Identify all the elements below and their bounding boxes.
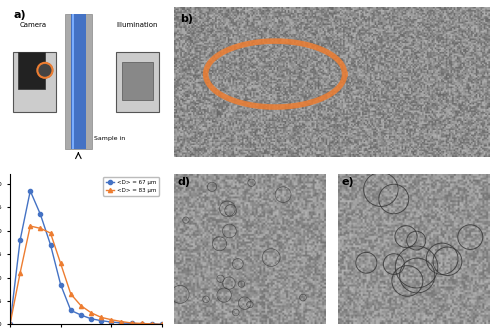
Text: d): d) [177,177,190,187]
<D> = 67 µm [98,319,104,323]
<D> = 67 µm [108,320,114,324]
<D> = 67 µm [48,243,54,247]
Text: Camera: Camera [19,22,46,27]
<D> = 67 µm [58,283,64,287]
<D> = 83 µm [88,311,94,315]
<D> = 83 µm [138,321,144,325]
Text: e): e) [341,177,354,187]
<D> = 67 µm [138,322,144,326]
FancyBboxPatch shape [116,52,159,112]
<D> = 83 µm [118,320,124,324]
<D> = 83 µm [159,322,165,326]
<D> = 83 µm [48,231,54,235]
<D> = 83 µm [128,321,134,325]
<D> = 83 µm [108,318,114,322]
<D> = 83 µm [7,322,13,326]
Legend: <D> = 67 µm, <D> = 83 µm: <D> = 67 µm, <D> = 83 µm [103,177,159,196]
<D> = 67 µm [149,322,155,326]
FancyBboxPatch shape [64,14,92,149]
<D> = 83 µm [28,224,34,228]
FancyBboxPatch shape [72,14,74,149]
Line: <D> = 67 µm: <D> = 67 µm [8,189,164,326]
<D> = 83 µm [38,226,44,230]
<D> = 67 µm [28,189,34,193]
<D> = 83 µm [68,292,74,296]
FancyBboxPatch shape [122,62,153,100]
<D> = 83 µm [78,304,84,307]
<D> = 67 µm [38,212,44,216]
Text: a): a) [13,10,26,20]
Line: <D> = 83 µm: <D> = 83 µm [8,224,164,326]
<D> = 83 µm [58,261,64,265]
<D> = 67 µm [7,322,13,326]
<D> = 67 µm [118,321,124,325]
<D> = 83 µm [98,315,104,319]
<D> = 67 µm [78,313,84,317]
Circle shape [38,63,52,78]
Text: b): b) [180,14,194,24]
<D> = 67 µm [128,321,134,325]
Text: Illumination: Illumination [117,22,158,27]
<D> = 67 µm [88,317,94,321]
FancyBboxPatch shape [71,14,86,149]
<D> = 67 µm [68,308,74,312]
FancyBboxPatch shape [13,52,56,112]
<D> = 67 µm [17,238,23,242]
FancyBboxPatch shape [18,52,45,89]
Text: Sample in: Sample in [94,136,125,141]
<D> = 67 µm [159,322,165,326]
<D> = 83 µm [149,322,155,326]
<D> = 83 µm [17,271,23,275]
